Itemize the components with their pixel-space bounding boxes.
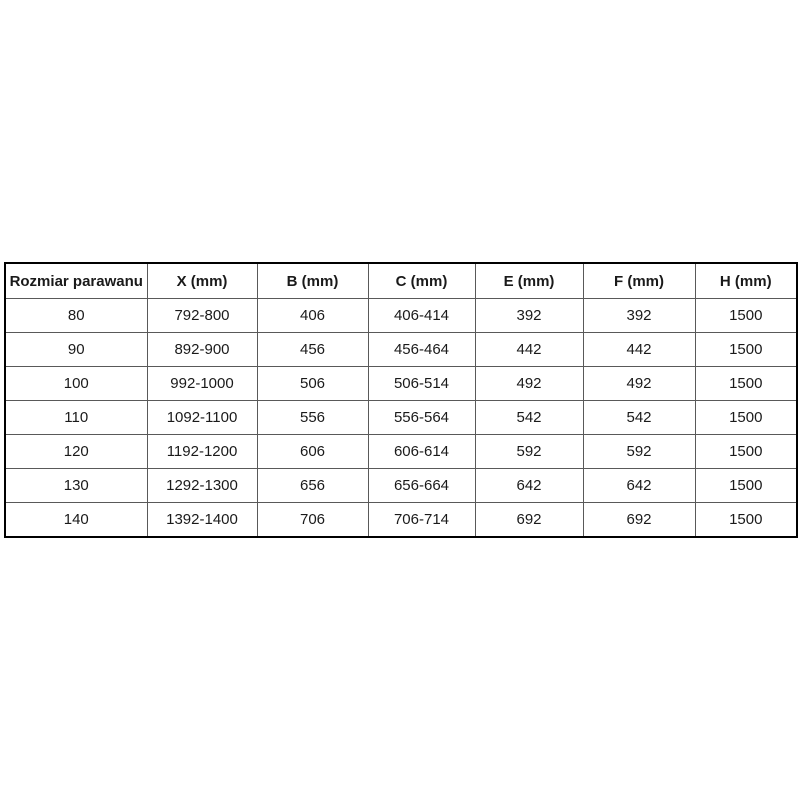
header-cell-h-mm: H (mm) bbox=[694, 262, 798, 299]
table-cell: 542 bbox=[474, 400, 584, 435]
table-cell: 506 bbox=[256, 366, 369, 401]
table-cell: 1192-1200 bbox=[146, 434, 258, 469]
table-cell: 442 bbox=[474, 332, 584, 367]
table-header: Rozmiar parawanu X (mm) B (mm) C (mm) E … bbox=[4, 262, 798, 299]
table-cell: 556-564 bbox=[367, 400, 476, 435]
table-cell: 1092-1100 bbox=[146, 400, 258, 435]
table-cell: 992-1000 bbox=[146, 366, 258, 401]
table-cell: 90 bbox=[4, 332, 148, 367]
table-cell: 406-414 bbox=[367, 298, 476, 333]
table-cell: 692 bbox=[474, 502, 584, 538]
table-cell: 392 bbox=[474, 298, 584, 333]
table-row-100: 100 992-1000 506 506-514 492 492 1500 bbox=[4, 366, 798, 401]
table-cell: 120 bbox=[4, 434, 148, 469]
table-cell: 100 bbox=[4, 366, 148, 401]
table-cell: 140 bbox=[4, 502, 148, 538]
table-cell: 592 bbox=[582, 434, 696, 469]
table-cell: 1500 bbox=[694, 400, 798, 435]
table-cell: 406 bbox=[256, 298, 369, 333]
parawan-dimensions-table: Rozmiar parawanu X (mm) B (mm) C (mm) E … bbox=[4, 262, 798, 538]
table-cell: 606 bbox=[256, 434, 369, 469]
table-cell: 110 bbox=[4, 400, 148, 435]
table-cell: 1392-1400 bbox=[146, 502, 258, 538]
table-cell: 1500 bbox=[694, 332, 798, 367]
table-cell: 442 bbox=[582, 332, 696, 367]
table-cell: 1500 bbox=[694, 434, 798, 469]
table-cell: 792-800 bbox=[146, 298, 258, 333]
table-cell: 80 bbox=[4, 298, 148, 333]
table-row-90: 90 892-900 456 456-464 442 442 1500 bbox=[4, 332, 798, 367]
table-row-110: 110 1092-1100 556 556-564 542 542 1500 bbox=[4, 400, 798, 435]
header-cell-x-mm: X (mm) bbox=[146, 262, 258, 299]
table-cell: 456 bbox=[256, 332, 369, 367]
header-cell-f-mm: F (mm) bbox=[582, 262, 696, 299]
table-cell: 556 bbox=[256, 400, 369, 435]
table-cell: 656 bbox=[256, 468, 369, 503]
table-cell: 130 bbox=[4, 468, 148, 503]
table-body: 80 792-800 406 406-414 392 392 1500 90 8… bbox=[4, 298, 798, 538]
table-cell: 606-614 bbox=[367, 434, 476, 469]
header-cell-rozmiar-parawanu: Rozmiar parawanu bbox=[4, 262, 148, 299]
table-cell: 1500 bbox=[694, 502, 798, 538]
table-cell: 542 bbox=[582, 400, 696, 435]
table-cell: 492 bbox=[474, 366, 584, 401]
table-cell: 706-714 bbox=[367, 502, 476, 538]
table-cell: 392 bbox=[582, 298, 696, 333]
header-cell-c-mm: C (mm) bbox=[367, 262, 476, 299]
table-cell: 692 bbox=[582, 502, 696, 538]
table-cell: 1500 bbox=[694, 366, 798, 401]
table-cell: 506-514 bbox=[367, 366, 476, 401]
table-row-80: 80 792-800 406 406-414 392 392 1500 bbox=[4, 298, 798, 333]
table-cell: 1500 bbox=[694, 468, 798, 503]
table-cell: 706 bbox=[256, 502, 369, 538]
table-cell: 892-900 bbox=[146, 332, 258, 367]
header-cell-b-mm: B (mm) bbox=[256, 262, 369, 299]
table-cell: 1500 bbox=[694, 298, 798, 333]
table-cell: 642 bbox=[582, 468, 696, 503]
table-cell: 592 bbox=[474, 434, 584, 469]
table-cell: 456-464 bbox=[367, 332, 476, 367]
table-cell: 1292-1300 bbox=[146, 468, 258, 503]
table-row-140: 140 1392-1400 706 706-714 692 692 1500 bbox=[4, 502, 798, 538]
table-cell: 656-664 bbox=[367, 468, 476, 503]
table-cell: 492 bbox=[582, 366, 696, 401]
table-row-130: 130 1292-1300 656 656-664 642 642 1500 bbox=[4, 468, 798, 503]
table-row-120: 120 1192-1200 606 606-614 592 592 1500 bbox=[4, 434, 798, 469]
header-row: Rozmiar parawanu X (mm) B (mm) C (mm) E … bbox=[4, 262, 798, 299]
header-cell-e-mm: E (mm) bbox=[474, 262, 584, 299]
table-cell: 642 bbox=[474, 468, 584, 503]
